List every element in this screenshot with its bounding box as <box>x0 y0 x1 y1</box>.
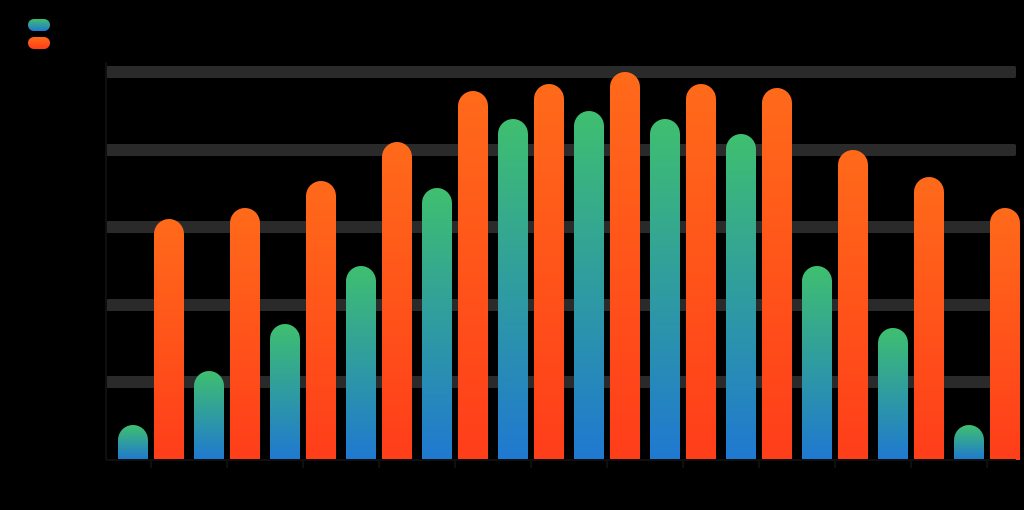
bar-series-a <box>194 371 224 460</box>
x-tick <box>834 460 836 468</box>
x-axis <box>106 459 1016 461</box>
legend <box>28 18 50 54</box>
y-axis <box>105 62 107 460</box>
bar-series-b <box>686 84 716 460</box>
legend-swatch <box>28 37 50 49</box>
bar-series-a <box>574 111 604 460</box>
bar-series-b <box>306 181 336 460</box>
bar-series-b <box>382 142 412 460</box>
x-tick <box>454 460 456 468</box>
bar-series-b <box>914 177 944 460</box>
x-tick <box>758 460 760 468</box>
x-tick <box>986 460 988 468</box>
x-tick <box>302 460 304 468</box>
x-tick <box>682 460 684 468</box>
x-tick <box>378 460 380 468</box>
bar-series-b <box>534 84 564 460</box>
bar-series-a <box>802 266 832 460</box>
bar-series-a <box>878 328 908 460</box>
bar-series-b <box>838 150 868 460</box>
bar-series-b <box>154 219 184 460</box>
chart-plot-area <box>106 72 1016 460</box>
x-tick <box>606 460 608 468</box>
bar-series-a <box>270 324 300 460</box>
x-tick <box>150 460 152 468</box>
bar-series-a <box>650 119 680 460</box>
bar-series-a <box>346 266 376 460</box>
bar-series-a <box>422 188 452 460</box>
bar-series-b <box>458 91 488 460</box>
bar-series-a <box>726 134 756 460</box>
bar-series-b <box>230 208 260 460</box>
x-tick <box>910 460 912 468</box>
chart-bars-layer <box>106 72 1016 460</box>
bar-series-b <box>990 208 1020 460</box>
bar-series-b <box>762 88 792 460</box>
bar-series-a <box>954 425 984 460</box>
bar-series-a <box>118 425 148 460</box>
x-tick <box>226 460 228 468</box>
legend-item-1 <box>28 36 50 50</box>
bar-series-a <box>498 119 528 460</box>
legend-item-0 <box>28 18 50 32</box>
x-tick <box>530 460 532 468</box>
bar-series-b <box>610 72 640 460</box>
chart-container <box>0 0 1024 510</box>
legend-swatch <box>28 19 50 31</box>
